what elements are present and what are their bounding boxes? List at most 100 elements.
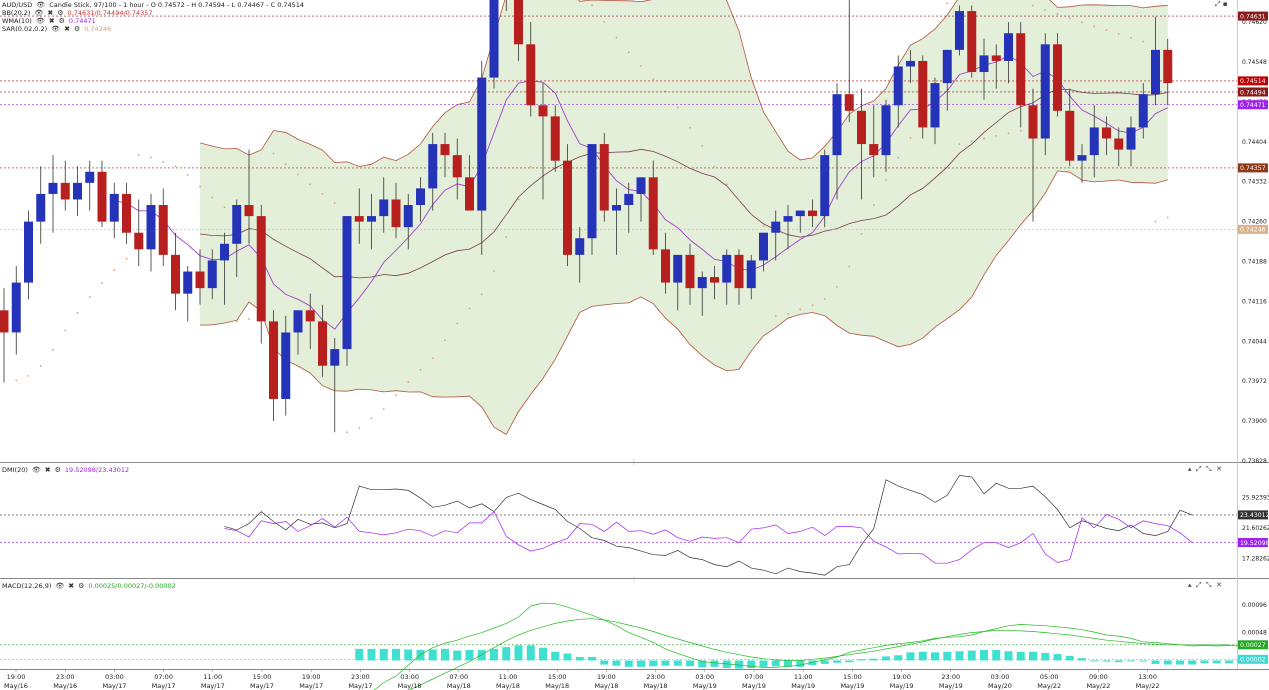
expand-icon[interactable]: ⤢ bbox=[1215, 0, 1221, 8]
macd-histogram-bar bbox=[784, 660, 792, 667]
time-tick-label: 23:00 bbox=[941, 673, 960, 681]
gear-icon[interactable]: ⚙ bbox=[57, 9, 64, 17]
restore-icon[interactable]: ⤡ bbox=[1206, 465, 1212, 473]
price-tick-label: 0.74260 bbox=[1242, 219, 1267, 226]
sar-dot bbox=[431, 357, 434, 360]
macd-histogram-bar bbox=[563, 653, 572, 661]
macd-histogram-bar bbox=[392, 648, 400, 661]
close-icon[interactable]: ✖ bbox=[44, 466, 51, 474]
macd-histogram-bar bbox=[379, 648, 388, 661]
bullish-candle bbox=[612, 205, 621, 211]
macd-line-macd bbox=[373, 602, 1254, 690]
bullish-candle bbox=[624, 193, 634, 206]
macd-tick-label: 0.00096 bbox=[1242, 602, 1267, 609]
macd-histogram-bar bbox=[416, 650, 425, 661]
gear-icon[interactable]: ⚙ bbox=[78, 582, 85, 590]
sar-dot bbox=[676, 106, 679, 109]
macd-histogram-bar bbox=[1004, 651, 1013, 661]
bullish-candle bbox=[979, 55, 989, 73]
gear-icon[interactable]: ▪ bbox=[1222, 0, 1228, 8]
sar-dot bbox=[701, 145, 704, 147]
close-panel-icon[interactable]: ✕ bbox=[1216, 465, 1222, 473]
price-tick-label: 0.74548 bbox=[1242, 59, 1267, 66]
panel-resize-handle[interactable]: ⋮ bbox=[631, 459, 637, 466]
date-tick-label: May/19 bbox=[742, 682, 766, 690]
date-tick-label: May/22 bbox=[1086, 682, 1110, 690]
sar-dot bbox=[689, 126, 691, 129]
price-tag bbox=[1238, 100, 1268, 110]
close-icon[interactable]: ✖ bbox=[48, 17, 55, 25]
eye-icon[interactable]: 👁 bbox=[36, 1, 46, 9]
gear-icon[interactable]: ⚙ bbox=[73, 25, 81, 33]
expand-icon[interactable]: ⤢ bbox=[1195, 581, 1202, 589]
date-tick-label: May/16 bbox=[4, 682, 28, 690]
close-icon[interactable]: ✖ bbox=[64, 25, 70, 33]
sar-values: 0.74246 bbox=[84, 25, 112, 33]
bearish-candle bbox=[1102, 127, 1111, 139]
bullish-candle bbox=[832, 94, 842, 156]
sar-dot bbox=[321, 192, 324, 195]
time-tick-label: 11:00 bbox=[203, 673, 222, 681]
bollinger-middle-line bbox=[199, 88, 1168, 279]
bearish-candle bbox=[158, 205, 168, 255]
macd-histogram-bar bbox=[686, 660, 694, 667]
bearish-candle bbox=[134, 232, 144, 250]
macd-histogram-bar bbox=[612, 660, 621, 666]
macd-histogram-bar bbox=[808, 660, 817, 666]
macd-histogram-bar bbox=[514, 645, 523, 661]
bullish-candle bbox=[183, 271, 193, 294]
sar-dot bbox=[419, 368, 422, 371]
macd-histogram-bar bbox=[1065, 655, 1074, 661]
sar-dot bbox=[223, 206, 226, 209]
macd-histogram-bar bbox=[992, 650, 1001, 661]
triangle-up-icon[interactable]: ▴ bbox=[1188, 465, 1192, 473]
macd-histogram-bar bbox=[575, 656, 584, 661]
close-icon[interactable]: ✖ bbox=[47, 9, 54, 17]
sar-dot bbox=[1130, 36, 1132, 39]
bullish-candle bbox=[1040, 44, 1050, 139]
bullish-candle bbox=[746, 260, 756, 289]
macd-histogram-bar bbox=[955, 651, 964, 661]
eye-icon[interactable]: 👁 bbox=[34, 9, 44, 17]
panel-resize-handle[interactable]: ⋮ bbox=[631, 576, 637, 583]
macd-histogram-bar bbox=[600, 660, 609, 665]
price-tag-label: 0.74471 bbox=[1240, 102, 1266, 109]
bearish-candle bbox=[60, 182, 70, 200]
eye-icon[interactable]: 👁 bbox=[55, 582, 65, 590]
bearish-candle bbox=[1163, 49, 1173, 84]
bullish-candle bbox=[955, 11, 964, 50]
macd-panel-controls: ▴ ⤢ ⤡ ✕ bbox=[1188, 581, 1222, 590]
restore-icon[interactable]: ⤡ bbox=[1206, 581, 1212, 589]
sar-dot bbox=[382, 408, 385, 410]
bearish-candle bbox=[1114, 138, 1124, 150]
sar-dot bbox=[333, 201, 336, 204]
price-tick-label: 0.74332 bbox=[1242, 179, 1267, 186]
date-tick-label: May/19 bbox=[791, 682, 815, 690]
eye-icon[interactable]: 👁 bbox=[35, 17, 45, 25]
sar-dot bbox=[1093, 25, 1096, 28]
triangle-up-icon[interactable]: ▴ bbox=[1188, 581, 1192, 589]
date-tick-label: May/16 bbox=[53, 682, 77, 690]
gear-icon[interactable]: ⚙ bbox=[58, 17, 65, 25]
macd-histogram-bar bbox=[1090, 660, 1099, 662]
date-tick-label: May/19 bbox=[890, 682, 914, 690]
bearish-candle bbox=[122, 193, 131, 233]
date-tick-label: May/18 bbox=[594, 682, 618, 690]
close-panel-icon[interactable]: ✕ bbox=[1216, 581, 1222, 589]
close-icon[interactable]: ✖ bbox=[68, 582, 75, 590]
macd-histogram-bar bbox=[759, 660, 768, 667]
eye-icon[interactable]: 👁 bbox=[51, 25, 61, 33]
bearish-candle bbox=[869, 144, 879, 156]
bearish-candle bbox=[195, 271, 205, 289]
macd-histogram-bar bbox=[1016, 651, 1025, 661]
macd-histogram-bar bbox=[551, 651, 560, 661]
sar-dot bbox=[946, 2, 949, 5]
bullish-candle bbox=[673, 254, 683, 283]
bullish-candle bbox=[109, 193, 119, 222]
sar-dot bbox=[897, 156, 900, 159]
gear-icon[interactable]: ⚙ bbox=[54, 466, 61, 474]
eye-icon[interactable]: 👁 bbox=[31, 466, 41, 474]
sar-dot bbox=[211, 196, 214, 199]
expand-icon[interactable]: ⤢ bbox=[1195, 465, 1202, 473]
